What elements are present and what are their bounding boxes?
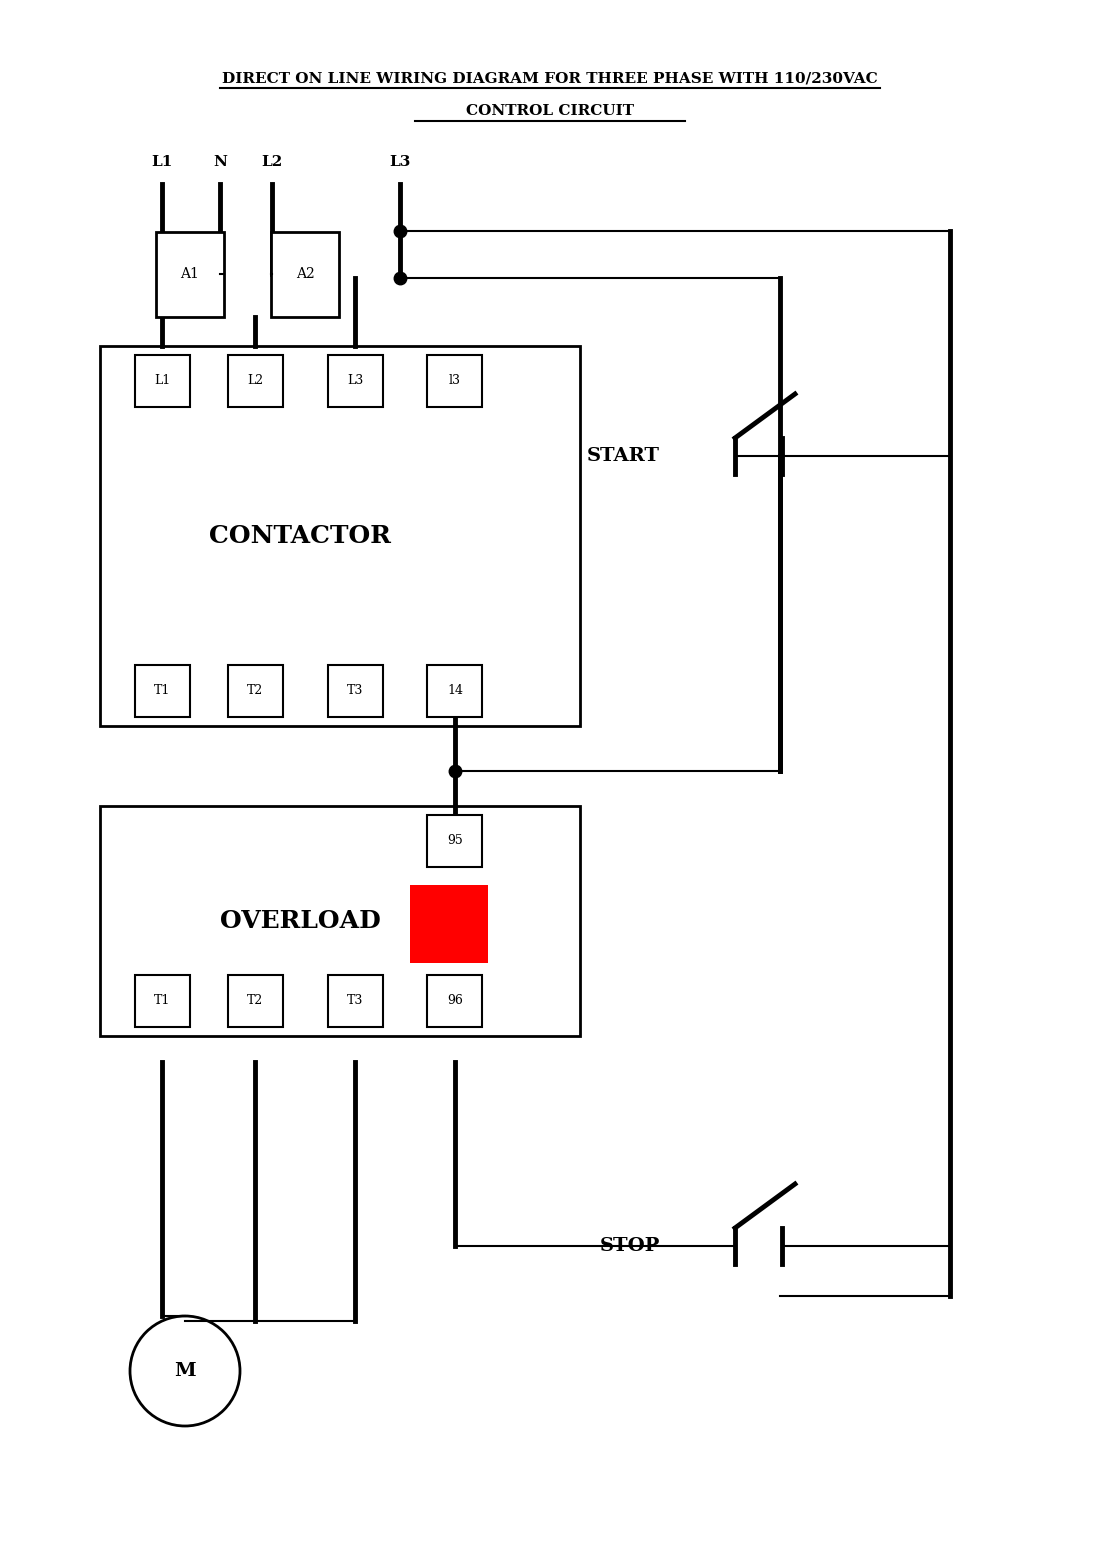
Bar [228,664,283,717]
Text: STOP: STOP [600,1237,660,1256]
Text: 96: 96 [447,994,463,1007]
Bar [228,976,283,1027]
Circle shape [130,1316,240,1425]
Bar [410,885,488,963]
Bar [428,664,483,717]
Text: OVERLOAD: OVERLOAD [220,909,381,934]
Text: N: N [213,156,227,170]
Bar [100,806,580,1036]
Bar [134,355,189,408]
Text: DIRECT ON LINE WIRING DIAGRAM FOR THREE PHASE WITH 110/230VAC: DIRECT ON LINE WIRING DIAGRAM FOR THREE … [222,72,878,86]
Text: T1: T1 [154,994,170,1007]
Bar [134,664,189,717]
Text: 14: 14 [447,685,463,697]
Bar [428,355,483,408]
Text: T3: T3 [346,994,363,1007]
Bar [328,976,383,1027]
Text: T3: T3 [346,685,363,697]
Text: L3: L3 [346,375,363,387]
Bar [271,232,339,316]
Bar [328,664,383,717]
Text: T2: T2 [246,685,263,697]
Text: L2: L2 [262,156,283,170]
Text: 95: 95 [447,834,463,848]
Text: l3: l3 [449,375,461,387]
Bar [428,976,483,1027]
Text: CONTACTOR: CONTACTOR [209,524,390,548]
Text: L2: L2 [246,375,263,387]
Text: T1: T1 [154,685,170,697]
Bar [328,355,383,408]
Text: CONTROL CIRCUIT: CONTROL CIRCUIT [466,104,634,118]
Text: L3: L3 [389,156,410,170]
Text: A2: A2 [296,268,315,282]
Text: M: M [174,1362,196,1380]
Text: START: START [587,447,660,465]
Text: A1: A1 [180,268,199,282]
Text: L1: L1 [152,156,173,170]
Text: T2: T2 [246,994,263,1007]
Text: L1: L1 [154,375,170,387]
Bar [156,232,224,316]
Bar [134,976,189,1027]
Bar [100,345,580,727]
Bar [428,815,483,867]
Bar [228,355,283,408]
